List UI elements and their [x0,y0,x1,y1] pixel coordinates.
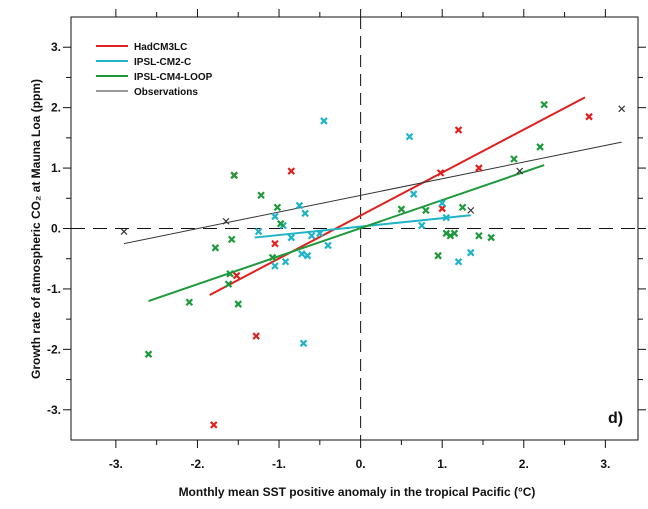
y-tick-label: 0. [51,222,61,236]
point-ipsl-cm2-c [307,231,316,240]
legend: HadCM3LC IPSL-CM2-C IPSL-CM4-LOOP Observati… [96,42,213,98]
legend-label-ipsl-cm4-loop: IPSL-CM4-LOOP [134,72,213,83]
x-axis-title: Monthly mean SST positive anomaly in the… [179,485,536,499]
x-tick-label: -2. [190,457,204,471]
fit-line-hadcm3lc [209,96,586,296]
point-ipsl-cm4-loop [276,219,285,228]
point-ipsl-cm2-c [454,257,463,266]
point-hadcm3lc [271,239,279,248]
point-hadcm3lc [252,332,260,340]
point-ipsl-cm4-loop [540,100,548,109]
point-ipsl-cm2-c [281,257,290,266]
point-observations [120,228,128,235]
point-ipsl-cm2-c [301,209,309,218]
point-observations [467,206,475,214]
point-ipsl-cm4-loop [211,244,220,252]
fit-line-ipsl-cm4-loop [148,164,545,302]
point-ipsl-cm4-loop [434,251,442,260]
point-ipsl-cm4-loop [450,229,459,238]
point-ipsl-cm2-c [405,132,414,141]
x-tick-label: -3. [109,457,123,471]
point-hadcm3lc [475,164,483,172]
x-tick-label: -1. [272,457,286,471]
point-ipsl-cm4-loop [268,253,277,262]
y-tick-label: 1. [51,161,61,175]
point-observations [516,167,524,175]
point-ipsl-cm4-loop [397,205,406,213]
point-hadcm3lc [287,167,296,175]
point-ipsl-cm4-loop [230,171,238,180]
y-tick-label: 2. [51,101,61,115]
point-ipsl-cm4-loop [475,231,483,240]
point-hadcm3lc [232,271,241,280]
point-ipsl-cm2-c [320,117,328,125]
point-ipsl-cm2-c [295,201,304,210]
point-ipsl-cm4-loop [510,155,518,163]
point-ipsl-cm4-loop [226,270,234,278]
y-tick-label: -2. [47,342,61,356]
point-hadcm3lc [436,169,445,177]
point-ipsl-cm2-c [316,229,324,238]
point-ipsl-cm4-loop [257,191,265,200]
y-tick-label: 3. [51,40,61,54]
panel-label: d) [608,410,623,427]
point-ipsl-cm2-c [324,241,332,250]
point-ipsl-cm4-loop [487,233,495,242]
legend-label-observations: Observations [134,87,198,98]
point-ipsl-cm4-loop [185,298,194,307]
fit-lines [123,96,622,302]
point-hadcm3lc [209,421,218,429]
y-tick-label: -1. [47,282,61,296]
point-ipsl-cm4-loop [144,350,153,358]
point-ipsl-cm4-loop [446,231,455,240]
point-ipsl-cm4-loop [442,229,451,238]
point-ipsl-cm2-c [418,221,426,230]
point-ipsl-cm4-loop [273,203,282,212]
point-ipsl-cm4-loop [224,280,233,288]
point-ipsl-cm2-c [409,190,418,198]
point-ipsl-cm4-loop [422,206,430,215]
point-ipsl-cm2-c [466,248,475,257]
point-ipsl-cm2-c [254,227,263,236]
y-tick-label: -3. [47,403,61,417]
point-hadcm3lc [585,112,593,121]
y-axis-title: Growth rate of atmospheric CO₂ at Mauna … [29,79,43,379]
point-hadcm3lc [454,126,463,134]
point-ipsl-cm2-c [287,233,296,242]
point-ipsl-cm4-loop [458,203,467,212]
x-tick-label: 3. [600,457,610,471]
point-ipsl-cm2-c [271,262,279,270]
data-markers [120,100,626,429]
point-ipsl-cm2-c [271,212,279,221]
point-observations [222,217,230,225]
point-ipsl-cm2-c [438,199,446,207]
fit-line-observations [123,141,622,245]
point-ipsl-cm4-loop [227,235,236,244]
axis-ticks [63,9,646,448]
point-ipsl-cm2-c [303,251,312,260]
point-ipsl-cm4-loop [536,143,544,151]
point-observations [618,105,626,113]
x-tick-label: 2. [519,457,529,471]
point-ipsl-cm2-c [442,213,451,222]
point-ipsl-cm2-c [298,250,306,258]
axis-tick-labels: -3. -2. -1. 0. 1. 2. 3. -3. -2. -1. 0. 1. 2. 3. [47,40,610,471]
point-ipsl-cm2-c [299,339,308,348]
point-ipsl-cm4-loop [234,300,243,308]
legend-label-ipsl-cm2-c: IPSL-CM2-C [134,57,191,68]
x-tick-label: 0. [356,457,366,471]
x-tick-label: 1. [437,457,447,471]
legend-label-hadcm3lc: HadCM3LC [134,42,187,53]
